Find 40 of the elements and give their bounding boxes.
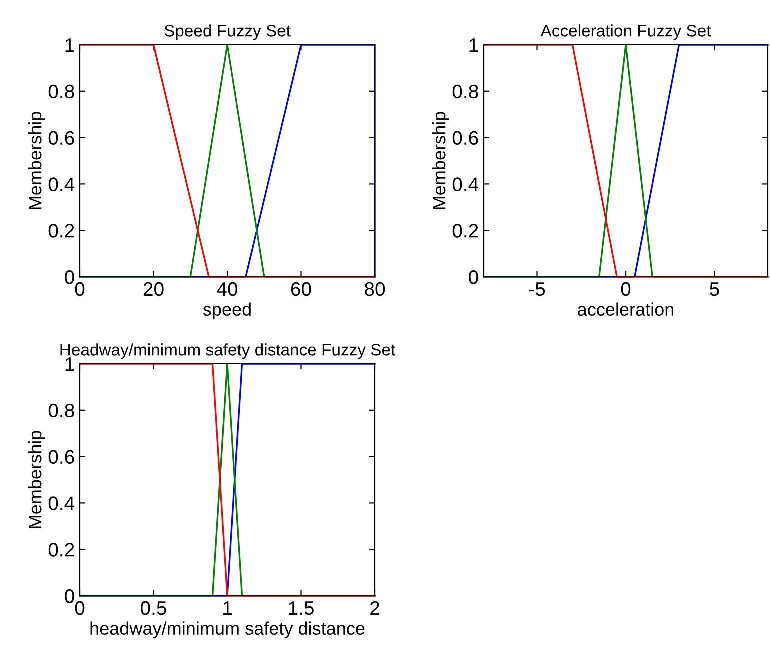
x-tick-label: 1.5 xyxy=(289,602,314,616)
chart-title: Speed Fuzzy Set xyxy=(164,24,291,40)
x-tick-label: 60 xyxy=(291,282,312,296)
x-tick-label: 0 xyxy=(75,601,85,616)
y-tick-label: 0 xyxy=(469,270,478,284)
x-tick-label: -5 xyxy=(529,282,546,296)
y-tick-label: 0.2 xyxy=(48,543,74,557)
y-tick-label: 1 xyxy=(66,38,74,52)
y-tick-label: 0.6 xyxy=(48,131,74,146)
x-tick-label: 0 xyxy=(621,282,631,296)
y-tick-label: 1 xyxy=(470,38,478,52)
x-axis-title: acceleration xyxy=(578,302,674,316)
y-axis-title: Membership xyxy=(432,112,450,210)
x-axis-title: speed xyxy=(203,302,251,320)
y-tick-label: 0.4 xyxy=(48,496,75,510)
y-tick-label: 1 xyxy=(66,358,74,372)
chart-title: Headway/minimum safety distance Fuzzy Set xyxy=(60,344,396,360)
x-tick-label: 1 xyxy=(224,602,232,615)
y-tick-label: 0 xyxy=(65,589,74,604)
y-tick-label: 0.4 xyxy=(452,178,479,192)
x-tick-label: 0.5 xyxy=(140,601,166,616)
x-tick-label: 40 xyxy=(217,282,238,296)
x-tick-label: 0 xyxy=(75,282,85,296)
y-tick-label: 0.6 xyxy=(48,450,74,464)
y-tick-label: 0.6 xyxy=(452,131,478,146)
x-tick-label: 20 xyxy=(144,282,164,296)
y-axis-title: Membership xyxy=(28,431,46,528)
y-tick-label: 0.8 xyxy=(452,84,478,99)
y-tick-label: 0 xyxy=(65,270,74,284)
y-tick-label: 0.4 xyxy=(48,178,75,192)
x-tick-label: 80 xyxy=(365,282,386,296)
y-tick-label: 0.8 xyxy=(48,84,74,99)
x-axis-title: headway/minimum safety distance xyxy=(90,622,365,639)
y-tick-label: 0.2 xyxy=(48,224,74,238)
x-tick-label: 5 xyxy=(710,282,720,296)
chart-title: Acceleration Fuzzy Set xyxy=(540,24,712,40)
y-tick-label: 0.8 xyxy=(48,404,74,418)
y-tick-label: 0.2 xyxy=(452,224,478,238)
x-tick-label: 2 xyxy=(370,601,380,615)
y-axis-title: Membership xyxy=(28,112,46,210)
